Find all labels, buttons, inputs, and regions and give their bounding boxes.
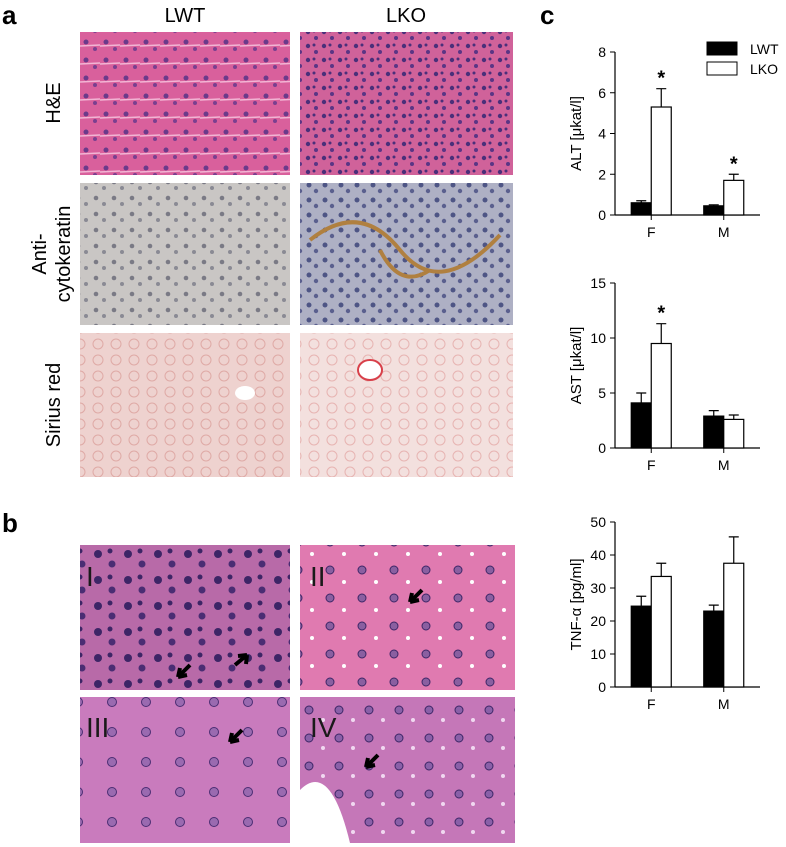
bar bbox=[650, 106, 672, 216]
y-tick-label: 30 bbox=[590, 580, 606, 596]
column-header: LWT bbox=[165, 5, 206, 27]
column-header: LKO bbox=[386, 5, 426, 27]
bar bbox=[630, 402, 652, 449]
y-tick-label: 10 bbox=[590, 646, 606, 662]
row-label: Anti- bbox=[29, 233, 51, 274]
micrograph bbox=[80, 697, 290, 843]
legend-label: LWT bbox=[750, 41, 779, 57]
bar bbox=[723, 179, 745, 216]
x-tick-label: M bbox=[718, 457, 730, 473]
arrow bbox=[176, 663, 192, 679]
y-axis-label: ALT [μkat/l] bbox=[568, 96, 585, 171]
arrow bbox=[364, 753, 380, 769]
x-tick-label: F bbox=[647, 457, 656, 473]
y-tick-label: 0 bbox=[598, 207, 606, 223]
y-tick-label: 8 bbox=[598, 44, 606, 60]
error-bar bbox=[656, 323, 667, 344]
arrow bbox=[408, 588, 424, 604]
micrograph bbox=[80, 545, 290, 690]
row-label: H&E bbox=[43, 82, 65, 123]
image-label: IV bbox=[310, 712, 337, 743]
error-bar bbox=[728, 536, 739, 564]
bar bbox=[630, 202, 652, 216]
image-label: I bbox=[86, 561, 94, 592]
row-label: Sirius red bbox=[43, 363, 65, 447]
error-bar bbox=[708, 604, 719, 612]
x-tick-label: F bbox=[647, 224, 656, 240]
bar bbox=[723, 562, 745, 688]
significance-mark: * bbox=[657, 68, 665, 90]
micrograph bbox=[80, 183, 290, 325]
bar bbox=[630, 605, 652, 688]
error-bar bbox=[708, 204, 719, 206]
y-tick-label: 50 bbox=[590, 514, 606, 530]
stain bbox=[308, 220, 502, 279]
image-label: III bbox=[86, 712, 109, 743]
error-bar bbox=[728, 173, 739, 181]
bar bbox=[723, 418, 745, 449]
error-bar bbox=[636, 392, 647, 403]
y-tick-label: 15 bbox=[590, 275, 606, 291]
error-bar bbox=[656, 562, 667, 577]
panel-label: a bbox=[2, 0, 17, 30]
lumen bbox=[300, 782, 350, 843]
y-tick-label: 10 bbox=[590, 330, 606, 346]
error-bar bbox=[636, 200, 647, 203]
vessel bbox=[235, 386, 255, 400]
error-bar bbox=[708, 410, 719, 417]
micrograph bbox=[300, 32, 513, 175]
error-bar bbox=[728, 414, 739, 420]
bar bbox=[703, 415, 725, 449]
legend-label: LKO bbox=[750, 61, 778, 77]
significance-mark: * bbox=[657, 303, 665, 325]
panel-label: c bbox=[540, 0, 554, 30]
error-bar bbox=[636, 595, 647, 607]
bar bbox=[650, 575, 672, 688]
panel-label: b bbox=[2, 508, 18, 538]
legend-swatch bbox=[706, 41, 738, 56]
bar bbox=[650, 342, 672, 449]
x-tick-label: M bbox=[718, 224, 730, 240]
y-tick-label: 2 bbox=[598, 166, 606, 182]
y-axis-label: AST [μkat/l] bbox=[568, 327, 585, 405]
image-label: II bbox=[310, 561, 326, 592]
bar bbox=[703, 205, 725, 216]
y-tick-label: 0 bbox=[598, 679, 606, 695]
y-tick-label: 0 bbox=[598, 440, 606, 456]
y-tick-label: 4 bbox=[598, 126, 606, 142]
micrograph bbox=[80, 333, 290, 477]
micrograph bbox=[300, 333, 513, 477]
x-tick-label: M bbox=[718, 696, 730, 712]
bar bbox=[703, 610, 725, 688]
legend-swatch bbox=[706, 61, 738, 76]
error-bar bbox=[656, 88, 667, 108]
micrograph bbox=[80, 32, 290, 175]
arrow bbox=[233, 653, 249, 667]
micrograph bbox=[300, 545, 515, 690]
significance-mark: * bbox=[730, 153, 738, 175]
y-axis-label: TNF-α [pg/ml] bbox=[568, 558, 585, 650]
y-tick-label: 5 bbox=[598, 385, 606, 401]
row-label: cytokeratin bbox=[53, 206, 75, 303]
y-tick-label: 20 bbox=[590, 613, 606, 629]
vessel bbox=[357, 359, 383, 381]
arrow bbox=[228, 728, 244, 744]
y-tick-label: 40 bbox=[590, 547, 606, 563]
x-tick-label: F bbox=[647, 696, 656, 712]
y-tick-label: 6 bbox=[598, 85, 606, 101]
